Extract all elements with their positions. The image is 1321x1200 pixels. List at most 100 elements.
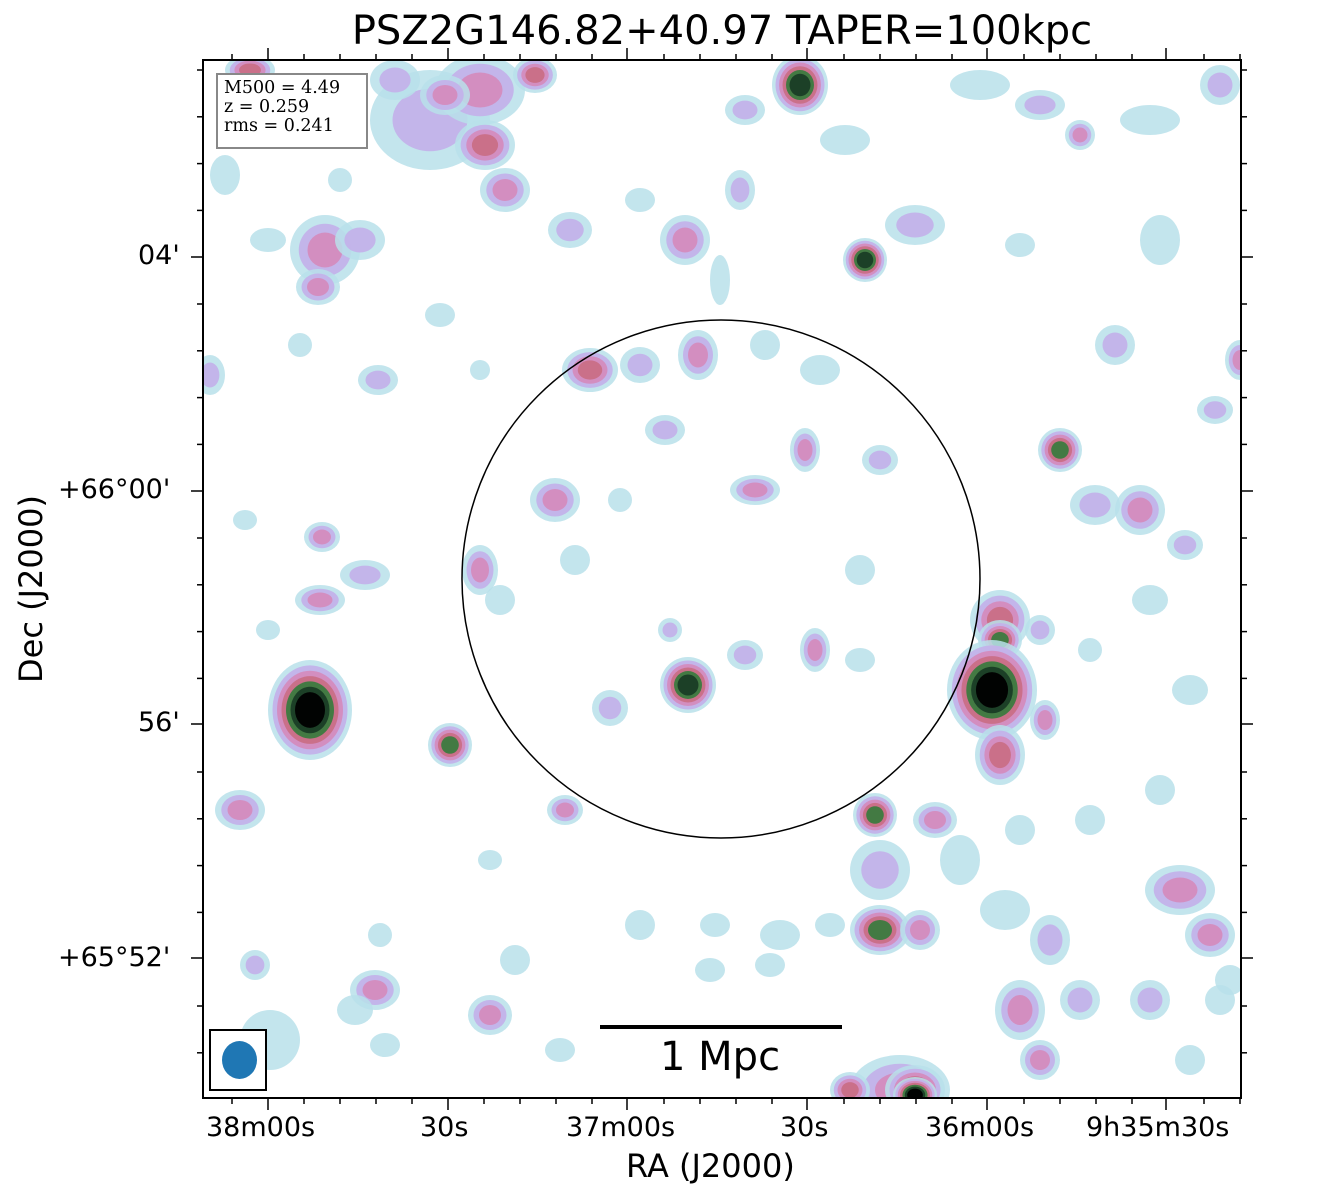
rms-text: rms = 0.241 <box>224 116 334 136</box>
r500-circle <box>461 319 981 839</box>
emission-blob <box>950 70 1010 100</box>
emission-blob <box>830 1072 870 1098</box>
emission-blob <box>645 415 685 445</box>
emission-blob <box>1005 815 1035 845</box>
emission-blob <box>1130 980 1170 1020</box>
x-axis-label: RA (J2000) <box>626 1147 795 1185</box>
plot-title: PSZ2G146.82+40.97 TAPER=100kpc <box>351 8 1093 54</box>
emission-blob <box>710 255 730 305</box>
emission-blob <box>790 428 820 472</box>
emission-blob <box>608 488 632 512</box>
emission-blob <box>592 690 628 726</box>
emission-blob <box>1078 638 1102 662</box>
emission-blob <box>304 522 340 552</box>
emission-blob <box>940 835 980 885</box>
emission-blob <box>660 657 716 713</box>
emission-blob <box>658 618 682 642</box>
emission-blob <box>420 75 470 115</box>
emission-blob <box>1015 90 1065 120</box>
emission-blob <box>1225 340 1241 380</box>
beam-box <box>209 1029 267 1091</box>
emission-blob <box>1120 105 1180 135</box>
emission-blob <box>203 355 225 395</box>
scalebar-label: 1 Mpc <box>660 1034 781 1080</box>
y-tick-label: +66°00' <box>58 474 171 505</box>
x-tick-label: 30s <box>780 1112 829 1143</box>
emission-blob <box>478 850 502 870</box>
emission-blob <box>1200 65 1240 105</box>
emission-blob <box>885 205 945 245</box>
emission-blob <box>1167 530 1203 560</box>
emission-blob <box>1075 805 1105 835</box>
emission-blob <box>1095 325 1135 365</box>
emission-blob <box>560 545 590 575</box>
emission-blob <box>370 1033 400 1057</box>
emission-blob <box>337 995 373 1025</box>
emission-blob <box>1115 485 1165 535</box>
emission-blob <box>233 510 257 530</box>
emission-blob <box>1145 775 1175 805</box>
emission-blob <box>850 905 910 955</box>
emission-blob <box>1065 120 1095 150</box>
emission-blob <box>730 475 780 505</box>
emission-blob <box>1060 980 1100 1020</box>
emission-blob <box>845 555 875 585</box>
emission-blob <box>1197 396 1233 424</box>
emission-blob <box>1070 485 1120 525</box>
emission-blob <box>893 1077 937 1098</box>
emission-blob <box>548 212 592 248</box>
emission-blob <box>562 348 618 392</box>
redshift-text: z = 0.259 <box>224 97 310 117</box>
emission-blob <box>800 628 830 672</box>
emission-blob <box>660 215 710 265</box>
emission-blob <box>900 910 940 950</box>
y-tick-label: 56' <box>138 707 180 738</box>
emission-blob <box>820 125 870 155</box>
emission-blob <box>862 445 898 475</box>
emission-blob <box>1145 865 1215 915</box>
emission-blob <box>620 347 660 383</box>
emission-blob <box>1038 428 1082 472</box>
y-tick-label: 04' <box>138 240 180 271</box>
emission-blob <box>1175 1045 1205 1075</box>
emission-blob <box>625 188 655 212</box>
emission-blob <box>947 640 1037 740</box>
emission-blob <box>513 60 557 93</box>
emission-blob <box>995 980 1045 1040</box>
emission-blob <box>268 660 352 760</box>
x-tick-label: 37m00s <box>566 1112 676 1143</box>
emission-blob <box>547 795 583 825</box>
emission-blob <box>210 155 240 195</box>
emission-blob <box>700 913 730 937</box>
emission-blob <box>1020 1040 1060 1080</box>
emission-blob <box>725 170 755 210</box>
emission-blob <box>480 168 530 212</box>
emission-blob <box>1185 913 1235 957</box>
emission-blob <box>1005 233 1035 257</box>
emission-blob <box>335 220 385 260</box>
emission-blob <box>425 303 455 327</box>
x-tick-label: 30s <box>420 1112 469 1143</box>
emission-blob <box>1172 675 1208 705</box>
emission-blob <box>370 60 420 100</box>
emission-blob <box>800 355 840 385</box>
emission-blob <box>843 238 887 282</box>
emission-blob <box>727 640 763 670</box>
radio-emission-layer <box>203 60 1241 1098</box>
emission-blob <box>1025 615 1055 645</box>
emission-blob <box>545 1038 575 1062</box>
emission-blob <box>755 953 785 977</box>
emission-blob <box>462 545 498 595</box>
emission-blob <box>678 330 718 380</box>
emission-blob <box>470 360 490 380</box>
emission-blob <box>340 560 390 590</box>
y-tick-label: +65°52' <box>58 942 171 973</box>
m500-text: M500 = 4.49 <box>224 78 341 98</box>
x-tick-label: 9h35m30s <box>1086 1112 1230 1143</box>
emission-blob <box>695 958 725 982</box>
emission-blob <box>288 333 312 357</box>
emission-blob <box>358 365 398 395</box>
emission-blob <box>328 168 352 192</box>
